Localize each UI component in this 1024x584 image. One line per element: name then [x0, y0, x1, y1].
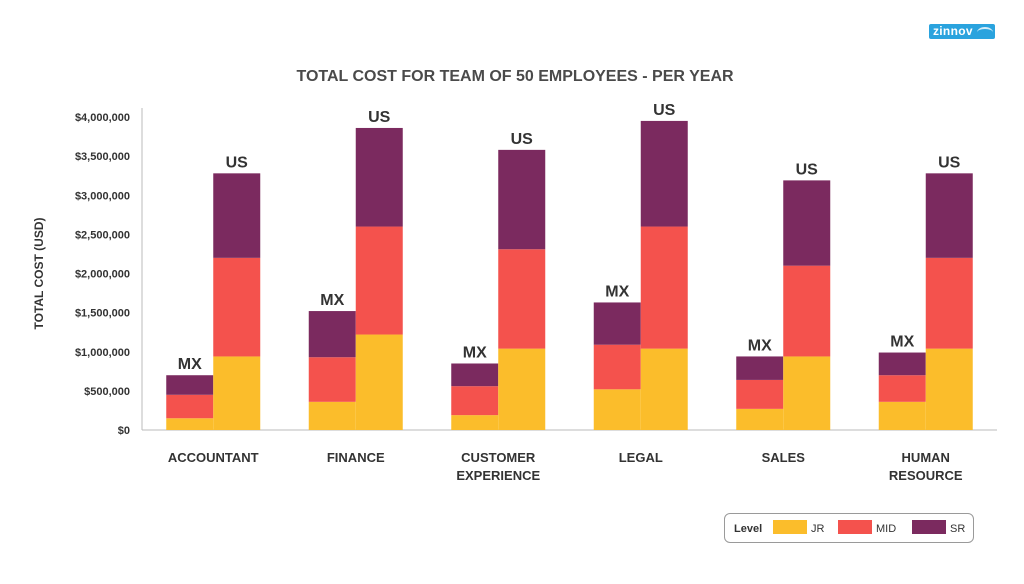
bar-segment-mx-jr [878, 401, 926, 430]
bar-segment-mx-mid [308, 357, 356, 402]
y-tick-label: $2,000,000 [75, 269, 130, 281]
bar-segment-us-mid [355, 226, 403, 335]
legend-swatch-jr [773, 520, 807, 534]
bar-segment-us-mid [640, 226, 688, 349]
logo-text: zinnov [933, 24, 973, 38]
bar-segment-us-sr [925, 173, 973, 258]
bar-segment-us-mid [213, 257, 261, 357]
bar-group-label: US [368, 109, 391, 126]
bar-group-label: US [226, 154, 249, 171]
bar-segment-mx-sr [736, 356, 784, 380]
bar-group-label: US [653, 102, 676, 119]
bar-segment-us-jr [640, 348, 688, 430]
bar-group-label: MX [605, 283, 629, 300]
y-tick-label: $1,500,000 [75, 308, 130, 320]
y-tick-label: $500,000 [84, 386, 130, 398]
bar-segment-us-sr [355, 127, 403, 227]
bar-group-label: US [796, 161, 819, 178]
bar-segment-mx-mid [593, 344, 641, 390]
bar-segment-mx-sr [878, 352, 926, 376]
bar-segment-mx-mid [878, 375, 926, 402]
x-category-label: RESOURCE [889, 468, 963, 483]
bar-group-label: US [511, 131, 534, 148]
bar-group-label: MX [748, 337, 772, 354]
legend-title: Level [734, 523, 762, 535]
x-category-label: ACCOUNTANT [168, 450, 259, 465]
bar-segment-us-sr [498, 149, 546, 250]
bar-segment-us-mid [783, 265, 831, 357]
bar-group-label: US [938, 154, 961, 171]
y-tick-label: $3,500,000 [75, 151, 130, 163]
bar-segment-us-jr [213, 356, 261, 430]
logo-swoosh-icon [977, 27, 993, 38]
bar-segment-mx-mid [736, 379, 784, 409]
bar-segment-mx-jr [308, 401, 356, 430]
y-tick-label: $2,500,000 [75, 229, 130, 241]
y-tick-label: $4,000,000 [75, 112, 130, 124]
bar-segment-us-sr [213, 173, 261, 258]
bar-group-label: MX [463, 344, 487, 361]
bar-segment-us-jr [498, 348, 546, 430]
x-category-label: EXPERIENCE [456, 468, 540, 483]
bar-segment-us-jr [355, 334, 403, 430]
bar-group-label: MX [890, 334, 914, 351]
legend-swatch-mid [838, 520, 872, 534]
bar-segment-mx-sr [451, 363, 499, 387]
bar-segment-us-sr [783, 180, 831, 266]
bar-segment-mx-mid [166, 394, 214, 419]
bar-segment-mx-mid [451, 386, 499, 416]
x-category-label: HUMAN [902, 450, 950, 465]
bar-segment-mx-sr [308, 311, 356, 358]
y-axis-label: TOTAL COST (USD) [32, 218, 46, 330]
x-category-label: CUSTOMER [461, 450, 536, 465]
chart-title: TOTAL COST FOR TEAM OF 50 EMPLOYEES - PE… [296, 68, 734, 85]
bar-segment-mx-sr [166, 375, 214, 395]
bar-segment-us-sr [640, 120, 688, 227]
bar-segment-us-mid [925, 257, 973, 349]
x-category-label: SALES [762, 450, 806, 465]
zinnov-logo: zinnov [929, 24, 995, 39]
bar-segment-mx-jr [451, 415, 499, 430]
x-category-label: FINANCE [327, 450, 385, 465]
bar-segment-mx-jr [593, 389, 641, 430]
legend-label-jr: JR [811, 523, 825, 535]
legend-label-mid: MID [876, 523, 896, 535]
x-category-label: LEGAL [619, 450, 663, 465]
bar-segment-mx-jr [166, 418, 214, 430]
y-tick-label: $1,000,000 [75, 347, 130, 359]
legend-label-sr: SR [950, 523, 965, 535]
bar-segment-mx-jr [736, 408, 784, 430]
bar-segment-us-jr [783, 356, 831, 430]
legend-swatch-sr [912, 520, 946, 534]
y-tick-label: $0 [118, 425, 130, 437]
bar-segment-us-mid [498, 249, 546, 349]
bar-segment-mx-sr [593, 302, 641, 345]
bar-group-label: MX [320, 292, 344, 309]
y-tick-label: $3,000,000 [75, 190, 130, 202]
bar-group-label: MX [178, 356, 202, 373]
bar-segment-us-jr [925, 348, 973, 430]
